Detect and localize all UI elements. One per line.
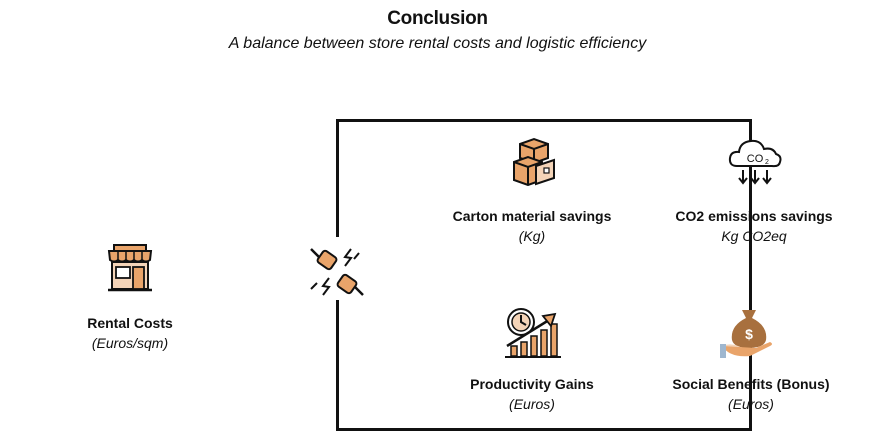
frame-left-bottom — [336, 300, 339, 431]
page-subtitle: A balance between store rental costs and… — [228, 35, 647, 52]
productivity-gains-title: Productivity Gains — [470, 376, 594, 392]
rental-costs-unit: (Euros/sqm) — [91, 335, 169, 351]
items-frame — [336, 119, 752, 431]
carton-savings-label: Carton material savings (Kg) — [432, 206, 632, 246]
carton-savings-title: Carton material savings — [452, 208, 612, 224]
page-title: Conclusion — [387, 8, 488, 29]
svg-text:CO: CO — [747, 153, 764, 165]
clock-growth-chart-icon — [505, 308, 561, 358]
fist-bump-icon — [310, 248, 364, 296]
rental-costs-title: Rental Costs — [87, 315, 173, 331]
co2-savings-unit: Kg CO2eq — [721, 228, 787, 244]
svg-text:$: $ — [745, 326, 753, 342]
productivity-gains-unit: (Euros) — [509, 396, 555, 412]
store-icon — [107, 244, 153, 292]
social-benefits-unit: (Euros) — [728, 396, 774, 412]
productivity-gains-label: Productivity Gains (Euros) — [432, 374, 632, 414]
carton-savings-unit: (Kg) — [518, 228, 546, 244]
rental-costs-label: Rental Costs (Euros/sqm) — [30, 313, 230, 353]
svg-text:2: 2 — [765, 159, 769, 166]
social-benefits-title: Social Benefits (Bonus) — [672, 376, 830, 392]
boxes-icon — [513, 137, 555, 186]
social-benefits-label: Social Benefits (Bonus) (Euros) — [651, 374, 851, 414]
frame-left-top — [336, 119, 339, 237]
co2-cloud-icon: CO 2 — [728, 139, 782, 185]
money-bag-hand-icon: $ — [720, 310, 772, 358]
co2-savings-label: CO2 emissions savings Kg CO2eq — [654, 206, 854, 246]
co2-savings-title: CO2 emissions savings — [675, 208, 833, 224]
